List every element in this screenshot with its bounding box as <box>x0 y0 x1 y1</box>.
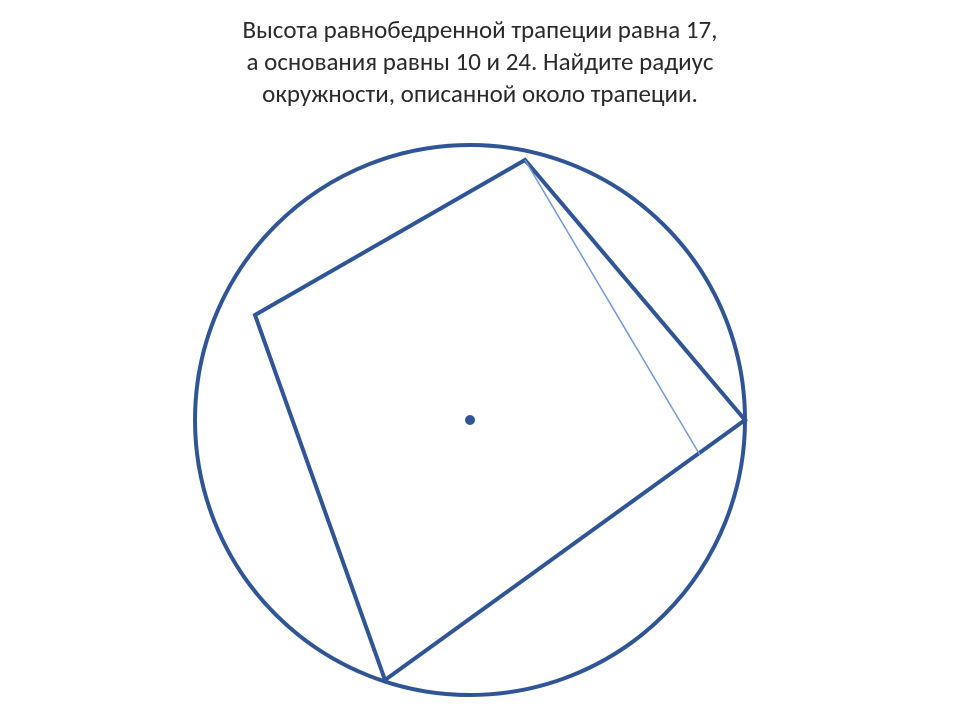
altitude-line <box>525 160 700 455</box>
problem-line-1: Высота равнобедренной трапеции равна 17, <box>0 14 960 46</box>
problem-line-2: а основания равны 10 и 24. Найдите радиу… <box>0 46 960 78</box>
inscribed-trapezoid <box>255 160 745 680</box>
problem-statement: Высота равнобедренной трапеции равна 17,… <box>0 14 960 110</box>
page: Высота равнобедренной трапеции равна 17,… <box>0 0 960 720</box>
center-dot-icon <box>465 415 475 425</box>
problem-line-3: окружности, описанной около трапеции. <box>0 78 960 110</box>
geometry-figure <box>170 120 770 720</box>
figure-svg <box>170 120 770 720</box>
